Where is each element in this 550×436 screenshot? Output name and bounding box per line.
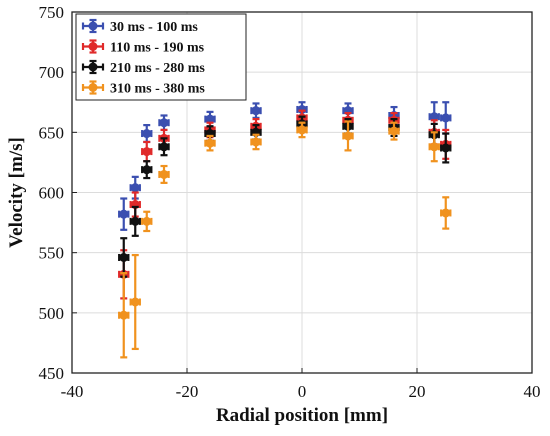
- data-point-marker: [119, 252, 129, 262]
- data-point-marker: [130, 216, 140, 226]
- y-tick-label: 750: [39, 3, 65, 22]
- legend-marker: [81, 80, 105, 95]
- y-tick-label: 600: [39, 184, 65, 203]
- data-point: [158, 114, 170, 132]
- legend-label: 30 ms - 100 ms: [110, 20, 198, 35]
- legend-marker: [81, 39, 105, 54]
- data-point: [204, 110, 216, 128]
- data-point-marker: [429, 142, 439, 152]
- data-point-marker: [88, 42, 98, 51]
- x-tick-label: -40: [61, 382, 84, 401]
- legend-label: 110 ms - 190 ms: [110, 41, 205, 56]
- data-point-marker: [297, 125, 307, 135]
- data-point: [129, 253, 141, 351]
- data-point: [250, 133, 262, 151]
- data-point: [141, 124, 153, 144]
- legend-marker: [81, 18, 105, 34]
- data-point-marker: [343, 131, 353, 141]
- legend-label: 210 ms - 280 ms: [110, 61, 205, 76]
- data-point: [129, 205, 141, 237]
- data-point-marker: [205, 138, 215, 148]
- data-point-marker: [119, 209, 129, 219]
- axis-ticks: -40 -20 0 20 40 450 500 550 600 650 700 750: [39, 3, 541, 401]
- data-point-marker: [130, 183, 140, 193]
- data-point: [296, 121, 308, 139]
- data-point-marker: [159, 169, 169, 179]
- x-tick-label: 0: [298, 382, 307, 401]
- legend: 30 ms - 100 ms 110 ms - 190 ms 210 ms - 28…: [75, 13, 247, 101]
- data-point: [250, 102, 262, 119]
- data-point-marker: [389, 126, 399, 136]
- data-point: [118, 272, 130, 359]
- y-tick-label: 550: [39, 244, 65, 263]
- data-point-marker: [88, 62, 98, 72]
- data-point-marker: [159, 118, 169, 128]
- data-point-marker: [142, 147, 152, 157]
- data-point-marker: [441, 143, 451, 153]
- data-point-marker: [142, 165, 152, 175]
- data-point: [440, 196, 452, 230]
- data-point: [141, 210, 153, 233]
- data-point-marker: [88, 21, 98, 31]
- series-2: [118, 109, 452, 300]
- y-tick-label: 500: [39, 304, 65, 323]
- y-tick-label: 700: [39, 63, 65, 82]
- y-axis-label: Velocity [m/s]: [6, 137, 27, 248]
- legend-box: [75, 13, 247, 101]
- series-1: [118, 101, 452, 231]
- data-point: [440, 132, 452, 164]
- data-point: [158, 164, 170, 184]
- data-point-marker: [130, 297, 140, 307]
- x-tick-label: -20: [176, 382, 199, 401]
- data-point-marker: [119, 310, 129, 320]
- data-point: [118, 237, 130, 278]
- legend-label: 310 ms - 380 ms: [110, 82, 205, 97]
- data-point: [428, 131, 440, 163]
- data-series: [118, 101, 452, 359]
- data-point: [342, 120, 354, 152]
- x-tick-label: 20: [409, 382, 426, 401]
- data-point: [388, 121, 400, 141]
- data-point-marker: [159, 142, 169, 152]
- y-tick-label: 450: [39, 364, 65, 383]
- data-point: [204, 134, 216, 152]
- data-point-marker: [142, 216, 152, 226]
- data-point: [141, 160, 153, 180]
- series-4: [118, 120, 452, 359]
- data-point: [141, 140, 153, 163]
- data-point-marker: [251, 106, 261, 116]
- data-point-marker: [88, 83, 98, 92]
- data-point: [129, 175, 141, 200]
- x-axis-label: Radial position [mm]: [216, 405, 388, 426]
- data-point: [440, 101, 452, 135]
- data-point-marker: [441, 113, 451, 123]
- legend-marker: [81, 59, 105, 75]
- data-point-marker: [441, 208, 451, 218]
- data-point-marker: [142, 129, 152, 139]
- data-point-marker: [251, 137, 261, 147]
- data-point: [118, 197, 130, 231]
- data-point: [158, 137, 170, 157]
- y-tick-label: 650: [39, 123, 65, 142]
- x-tick-label: 40: [524, 382, 541, 401]
